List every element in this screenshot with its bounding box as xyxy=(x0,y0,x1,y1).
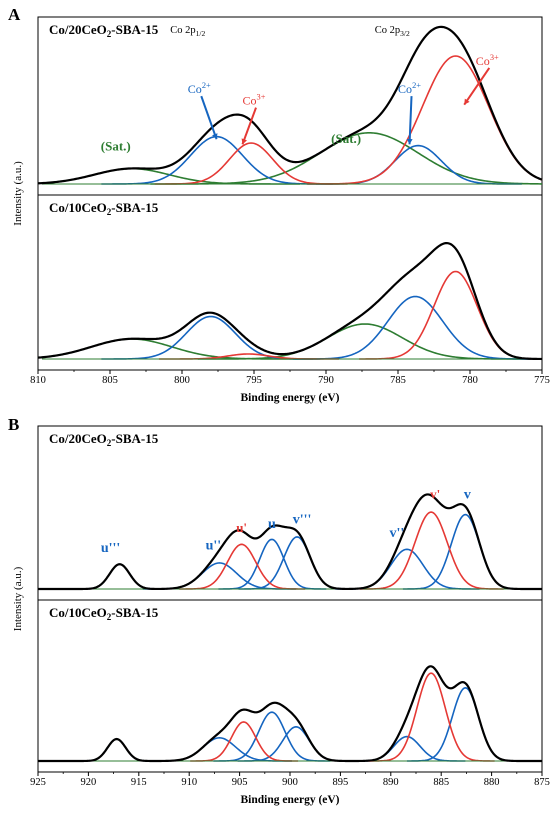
annotation-arrowhead xyxy=(464,98,470,105)
annotation-2: Co2+ xyxy=(188,81,211,96)
x-tick-label: 875 xyxy=(534,777,550,788)
subplot-2: Co/10CeO2-SBA-15 xyxy=(37,200,543,361)
envelope-curve xyxy=(38,493,542,591)
x-tick-label: 785 xyxy=(390,375,406,386)
annotation-arrow xyxy=(200,95,218,140)
y-axis-label: Intensity (a.u.) xyxy=(12,161,24,226)
annotation-arrow xyxy=(408,96,413,145)
subplot-title: Co/20CeO2-SBA-15 xyxy=(49,22,159,39)
plot-frame xyxy=(37,16,543,371)
annotation-8: Co 2p3/2 xyxy=(375,25,410,38)
annotation-arrowhead xyxy=(212,133,218,140)
annotation-6: Co3+ xyxy=(476,53,499,68)
subplot-title: Co/10CeO2-SBA-15 xyxy=(49,605,159,622)
x-tick-label: 790 xyxy=(318,375,334,386)
annotation-1: u''' xyxy=(101,541,120,556)
fit-peak-1-1 xyxy=(37,167,301,185)
fit-peak-2-2 xyxy=(315,144,522,185)
x-tick-label: 795 xyxy=(246,375,262,386)
x-tick-label: 810 xyxy=(30,375,46,386)
subplot-2: Co/10CeO2-SBA-15 xyxy=(38,605,542,763)
x-tick-label: 805 xyxy=(102,375,118,386)
fit-peak-1-1 xyxy=(76,738,157,762)
panel-b: B 925 920 915 910 905 900 895 890 885 880 875 Bindin… xyxy=(8,415,550,806)
x-tick-label: 895 xyxy=(333,777,349,788)
x-tick-label: 915 xyxy=(131,777,147,788)
x-tick-label: 920 xyxy=(81,777,97,788)
subplot-title: Co/10CeO2-SBA-15 xyxy=(49,200,159,217)
subplot-title: Co/20CeO2-SBA-15 xyxy=(49,431,159,448)
annotation-4: u xyxy=(268,517,276,532)
x-axis-label: Binding energy (eV) xyxy=(240,392,339,404)
panel-label: A xyxy=(8,5,21,24)
envelope-curve xyxy=(38,665,542,763)
annotation-arrowhead xyxy=(241,138,248,145)
annotation-arrowhead xyxy=(406,138,413,145)
x-axis-label: Binding energy (eV) xyxy=(240,794,339,806)
fit-peak-2-1 xyxy=(101,135,334,185)
annotation-3: Co3+ xyxy=(243,93,266,108)
annotation-arrow xyxy=(241,107,257,145)
fit-peak-2-2 xyxy=(359,511,504,590)
fit-peak-1-4 xyxy=(237,726,355,762)
annotation-5: Co2+ xyxy=(398,81,421,96)
x-tick-label: 890 xyxy=(383,777,399,788)
fit-peak-2-2 xyxy=(368,672,495,762)
plot-frame xyxy=(37,425,543,773)
subplot-1: Co/20CeO2-SBA-15 u''' u'' u' u v''' v'' v' v xyxy=(38,431,542,591)
x-tick-label: 780 xyxy=(462,375,478,386)
annotation-2: u'' xyxy=(206,538,222,553)
x-tick-label: 800 xyxy=(174,375,190,386)
annotation-4: (Sat.) xyxy=(331,131,361,146)
x-tick-label: 775 xyxy=(534,375,550,386)
annotation-7: v' xyxy=(430,486,440,501)
annotation-6: v'' xyxy=(389,526,404,541)
x-tick-label: 925 xyxy=(30,777,46,788)
y-axis-label: Intensity (a.u.) xyxy=(12,566,24,631)
fit-peak-1-3 xyxy=(213,711,331,762)
envelope-curve xyxy=(37,25,543,185)
annotation-8: v xyxy=(464,487,471,502)
annotation-1: (Sat.) xyxy=(101,139,131,154)
annotation-3: u' xyxy=(236,520,247,535)
annotation-arrow xyxy=(463,67,491,106)
annotation-5: v''' xyxy=(293,512,312,527)
fit-peak-3-2 xyxy=(359,270,543,360)
x-tick-label: 900 xyxy=(282,777,298,788)
x-tick-label: 905 xyxy=(232,777,248,788)
x-tick-label: 910 xyxy=(181,777,197,788)
panel-label: B xyxy=(8,415,19,434)
envelope-curve xyxy=(37,241,543,361)
x-tick-label: 885 xyxy=(433,777,449,788)
fit-peak-1-3 xyxy=(218,538,327,590)
subplot-1: Co/20CeO2-SBA-15 (Sat.) Co2+ Co3+ (Sat.) Co2+… xyxy=(37,22,543,185)
annotation-7: Co 2p1/2 xyxy=(170,25,205,38)
x-tick-label: 880 xyxy=(484,777,500,788)
fit-peak-3-2 xyxy=(307,55,543,185)
panel-a: A 810 805 800 795 790 785 780 775 Binding energy … xyxy=(8,5,550,404)
fit-peak-1-1 xyxy=(75,563,166,590)
